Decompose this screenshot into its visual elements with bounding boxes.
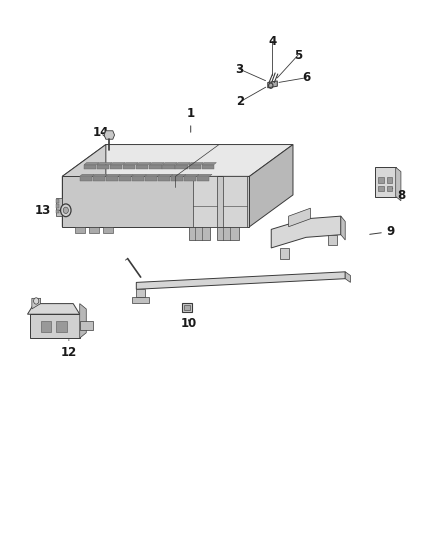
Polygon shape [119, 176, 131, 181]
Polygon shape [171, 176, 184, 181]
Polygon shape [80, 321, 93, 330]
Polygon shape [106, 174, 120, 176]
Polygon shape [97, 165, 110, 169]
Polygon shape [97, 163, 112, 165]
Polygon shape [149, 165, 162, 169]
Polygon shape [80, 176, 92, 181]
Polygon shape [123, 163, 138, 165]
Polygon shape [110, 163, 125, 165]
Polygon shape [56, 198, 62, 216]
Polygon shape [56, 210, 59, 214]
Polygon shape [93, 174, 108, 176]
Polygon shape [184, 176, 196, 181]
Text: 2: 2 [237, 95, 244, 108]
Polygon shape [80, 304, 86, 338]
Polygon shape [271, 216, 341, 248]
Polygon shape [162, 163, 177, 165]
Polygon shape [182, 303, 191, 312]
Polygon shape [193, 176, 217, 227]
Circle shape [60, 204, 71, 216]
Polygon shape [145, 174, 160, 176]
Polygon shape [201, 163, 216, 165]
Polygon shape [41, 320, 51, 332]
Polygon shape [145, 176, 157, 181]
Polygon shape [184, 174, 199, 176]
Text: 12: 12 [61, 340, 77, 359]
Text: 10: 10 [180, 317, 197, 330]
Polygon shape [396, 167, 401, 201]
Polygon shape [123, 165, 135, 169]
Polygon shape [84, 165, 96, 169]
Circle shape [34, 298, 39, 304]
Polygon shape [201, 165, 214, 169]
Polygon shape [30, 314, 80, 338]
Polygon shape [136, 272, 345, 289]
Polygon shape [136, 165, 148, 169]
Polygon shape [149, 163, 164, 165]
Polygon shape [176, 165, 187, 169]
Polygon shape [103, 227, 113, 233]
Polygon shape [378, 177, 384, 183]
Polygon shape [184, 305, 190, 310]
Polygon shape [188, 163, 203, 165]
Polygon shape [136, 289, 145, 297]
Polygon shape [197, 176, 209, 181]
Polygon shape [268, 81, 277, 88]
Text: 6: 6 [303, 71, 311, 84]
Polygon shape [62, 144, 106, 227]
Text: 4: 4 [268, 35, 276, 47]
Polygon shape [197, 174, 212, 176]
Polygon shape [217, 227, 239, 240]
Text: 3: 3 [235, 62, 244, 76]
Polygon shape [188, 227, 210, 240]
Polygon shape [93, 176, 105, 181]
Polygon shape [106, 176, 118, 181]
Polygon shape [84, 163, 99, 165]
Polygon shape [80, 174, 95, 176]
Polygon shape [136, 163, 151, 165]
Polygon shape [387, 186, 392, 191]
Text: 1: 1 [187, 107, 195, 132]
Polygon shape [176, 163, 190, 165]
Polygon shape [162, 165, 175, 169]
Polygon shape [75, 227, 85, 233]
Polygon shape [328, 235, 336, 245]
Polygon shape [158, 174, 173, 176]
Polygon shape [223, 176, 247, 227]
Polygon shape [89, 227, 99, 233]
Text: 9: 9 [370, 225, 395, 238]
Text: 5: 5 [294, 49, 302, 62]
Polygon shape [345, 272, 350, 282]
Polygon shape [62, 144, 293, 176]
Polygon shape [280, 248, 289, 259]
Polygon shape [171, 174, 186, 176]
Polygon shape [188, 165, 201, 169]
Polygon shape [250, 144, 293, 227]
Polygon shape [132, 297, 149, 303]
Text: 8: 8 [392, 188, 406, 202]
Polygon shape [56, 205, 59, 208]
Polygon shape [104, 131, 115, 139]
Polygon shape [56, 320, 67, 332]
Polygon shape [62, 176, 250, 227]
Polygon shape [341, 216, 345, 240]
Polygon shape [110, 165, 122, 169]
Polygon shape [119, 174, 134, 176]
Text: 14: 14 [92, 126, 109, 140]
Polygon shape [132, 176, 144, 181]
Text: 13: 13 [35, 204, 63, 217]
Polygon shape [375, 167, 396, 197]
Polygon shape [158, 176, 170, 181]
Circle shape [63, 207, 68, 214]
Polygon shape [56, 199, 59, 203]
Polygon shape [132, 174, 147, 176]
Polygon shape [378, 186, 384, 191]
Polygon shape [32, 298, 41, 309]
Polygon shape [289, 208, 311, 227]
Polygon shape [28, 304, 80, 314]
Polygon shape [387, 177, 392, 183]
